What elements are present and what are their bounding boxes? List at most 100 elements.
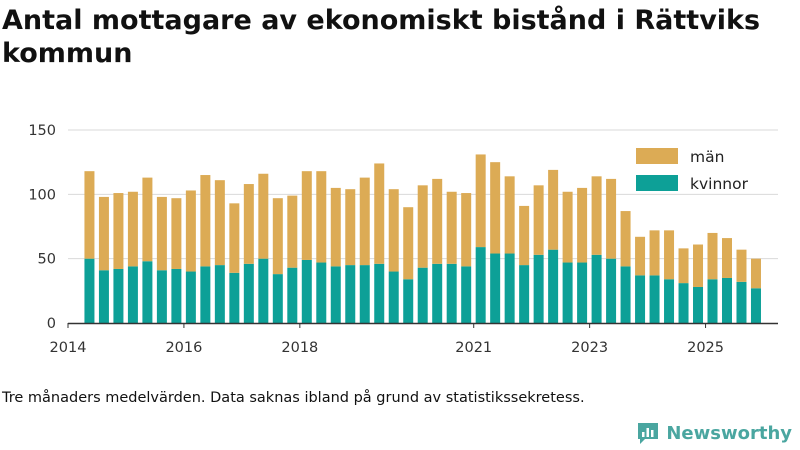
- bar-kvinnor: [475, 247, 486, 323]
- brand-name: Newsworthy: [666, 422, 792, 444]
- bar-kvinnor: [519, 265, 530, 323]
- bar-kvinnor: [345, 265, 356, 323]
- stacked-bar-chart: 0 50 100 150 2014 2016 2018 2021 2023 2025 män kvin…: [28, 123, 778, 356]
- bar-kvinnor: [127, 266, 138, 323]
- bar-man: [403, 207, 414, 280]
- bar-man: [678, 248, 689, 284]
- bar-kvinnor: [504, 253, 515, 323]
- bar-kvinnor: [272, 274, 283, 323]
- bar-man: [490, 162, 501, 254]
- legend-swatch: [636, 148, 678, 164]
- bar-man: [649, 230, 660, 276]
- y-tick-label: 150: [28, 123, 56, 139]
- bar-kvinnor: [243, 263, 254, 323]
- bar-man: [330, 187, 341, 267]
- brand-logo: Newsworthy: [636, 420, 792, 446]
- newsworthy-logo-icon: [638, 423, 659, 444]
- bar-kvinnor: [214, 265, 225, 323]
- bar-man: [316, 171, 327, 263]
- bar-man: [591, 176, 602, 255]
- y-tick-label: 0: [47, 316, 56, 332]
- bar-man: [258, 173, 269, 259]
- bar-kvinnor: [229, 272, 240, 323]
- bar-man: [84, 171, 95, 259]
- bar-man: [200, 175, 211, 267]
- bar-kvinnor: [736, 281, 747, 323]
- bar-man: [287, 195, 298, 268]
- bar-kvinnor: [258, 258, 269, 323]
- bar-man: [562, 191, 573, 263]
- bar-man: [98, 196, 109, 271]
- bar-kvinnor: [649, 275, 660, 323]
- bar-man: [693, 244, 704, 287]
- bar-kvinnor: [548, 249, 559, 323]
- bar-man: [606, 178, 617, 259]
- bar-man: [156, 196, 167, 271]
- x-tick-label: 2023: [571, 340, 608, 356]
- bar-kvinnor: [113, 268, 124, 323]
- bar-kvinnor: [707, 279, 718, 323]
- bar-man: [432, 178, 443, 264]
- legend-swatch: [636, 175, 678, 191]
- y-tick-label: 50: [38, 252, 56, 268]
- bar-man: [635, 236, 646, 276]
- legend-label: kvinnor: [690, 175, 749, 193]
- x-tick-label: 2014: [50, 340, 87, 356]
- bar-man: [301, 171, 312, 260]
- bar-kvinnor: [635, 275, 646, 323]
- bar-kvinnor: [678, 283, 689, 323]
- bar-man: [504, 176, 515, 254]
- bar-man: [446, 191, 457, 264]
- bar-kvinnor: [374, 263, 385, 323]
- bar-kvinnor: [185, 271, 196, 323]
- bar-kvinnor: [750, 288, 761, 323]
- bar-man: [388, 189, 399, 272]
- bar-man: [345, 189, 356, 266]
- bar-kvinnor: [403, 279, 414, 323]
- bar-man: [417, 185, 428, 268]
- bar-kvinnor: [359, 265, 370, 323]
- bar-kvinnor: [84, 258, 95, 323]
- bar-man: [374, 163, 385, 264]
- chart-title: Antal mottagare av ekonomiskt bistånd i …: [2, 5, 761, 69]
- bar-kvinnor: [490, 253, 501, 323]
- bar-kvinnor: [287, 267, 298, 323]
- x-tick-label: 2016: [165, 340, 202, 356]
- bar-man: [750, 258, 761, 289]
- bar-man: [475, 154, 486, 248]
- bar-kvinnor: [316, 262, 327, 323]
- bar-man: [620, 211, 631, 267]
- bar-man: [519, 205, 530, 266]
- bar-man: [229, 203, 240, 273]
- bar-kvinnor: [620, 266, 631, 323]
- bar-kvinnor: [388, 271, 399, 323]
- bar-kvinnor: [591, 254, 602, 323]
- bar-man: [113, 193, 124, 269]
- bar-kvinnor: [446, 263, 457, 323]
- bar-kvinnor: [461, 266, 472, 323]
- x-tick-label: 2021: [455, 340, 492, 356]
- footnote: Tre månaders medelvärden. Data saknas ib…: [2, 390, 585, 406]
- bar-man: [533, 185, 544, 255]
- bar-man: [664, 230, 675, 280]
- x-tick-label: 2018: [281, 340, 318, 356]
- bar-kvinnor: [171, 268, 182, 323]
- bar-man: [707, 232, 718, 280]
- bar-man: [171, 198, 182, 269]
- bar-kvinnor: [432, 263, 443, 323]
- bar-kvinnor: [330, 266, 341, 323]
- bar-man: [127, 191, 138, 267]
- x-tick-label: 2025: [687, 340, 724, 356]
- bar-man: [359, 177, 370, 266]
- bar-man: [142, 177, 153, 262]
- bar-man: [272, 198, 283, 275]
- bar-kvinnor: [142, 261, 153, 323]
- bar-kvinnor: [417, 267, 428, 323]
- bar-kvinnor: [577, 262, 588, 323]
- bar-kvinnor: [533, 254, 544, 323]
- bar-kvinnor: [98, 270, 109, 323]
- bar-man: [185, 190, 196, 272]
- bar-man: [214, 180, 225, 266]
- bar-kvinnor: [200, 266, 211, 323]
- bar-kvinnor: [301, 259, 312, 323]
